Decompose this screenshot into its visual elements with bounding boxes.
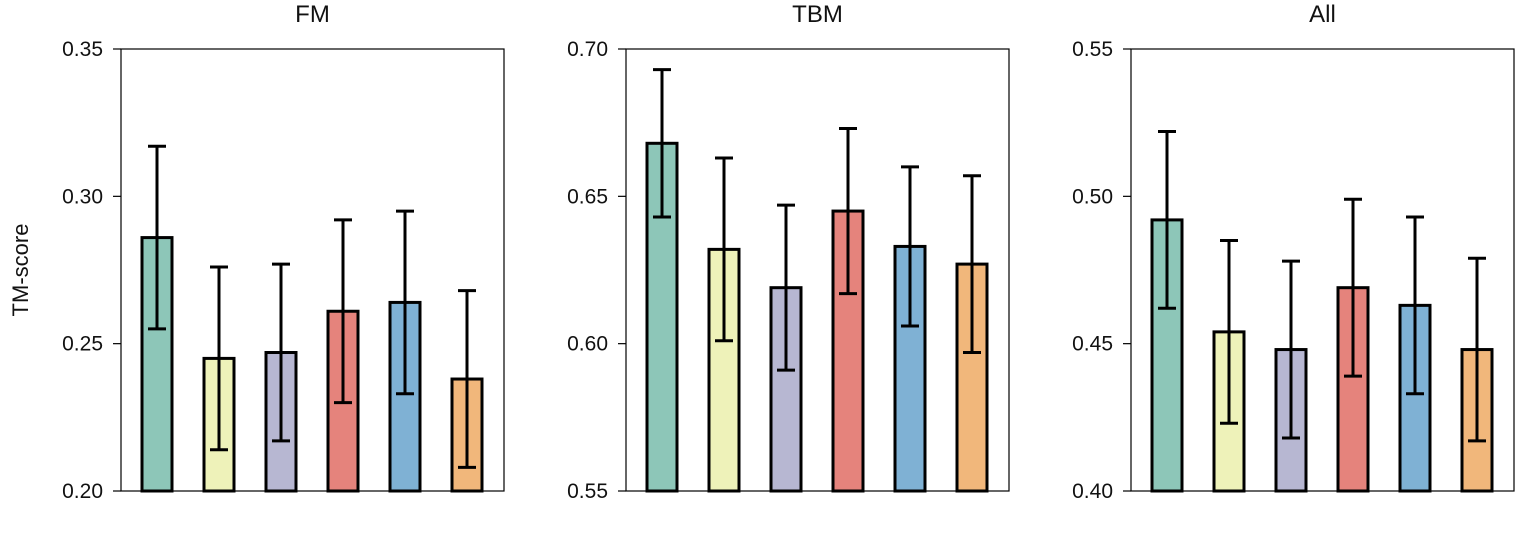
error-bar <box>1158 130 1176 310</box>
axes-frame <box>120 48 505 492</box>
error-bar <box>1468 256 1486 443</box>
axes-frame <box>1130 48 1515 492</box>
error-bar <box>1220 239 1238 425</box>
error-bar <box>777 203 795 372</box>
error-bar <box>901 165 919 328</box>
panel-title: TBM <box>792 1 843 28</box>
y-tick-label: 0.55 <box>567 480 608 503</box>
y-tick-label: 0.55 <box>1072 38 1113 61</box>
chart-panel-fm: FM 0.20 0.25 0.30 0.35 <box>62 1 505 503</box>
bar <box>1150 218 1184 493</box>
y-tick-label: 0.50 <box>1072 185 1113 208</box>
error-bar <box>963 174 981 355</box>
y-tick-label: 0.40 <box>1072 480 1113 503</box>
error-bar <box>839 127 857 296</box>
y-tick-label: 0.65 <box>567 185 608 208</box>
error-bar <box>334 218 352 405</box>
y-axis-label: TM-score <box>8 224 33 317</box>
y-tick-label: 0.30 <box>62 185 103 208</box>
y-tick-label: 0.35 <box>62 38 103 61</box>
y-tick-label: 0.60 <box>567 333 608 356</box>
error-bar <box>1344 197 1362 378</box>
error-bar <box>458 289 476 469</box>
y-tick-label: 0.70 <box>567 38 608 61</box>
axes-frame <box>625 48 1010 492</box>
y-tick-label: 0.25 <box>62 333 103 356</box>
error-bar <box>396 209 414 396</box>
error-bar <box>653 68 671 219</box>
error-bar <box>1406 215 1424 396</box>
error-bar <box>272 262 290 443</box>
y-tick-label: 0.20 <box>62 480 103 503</box>
error-bar <box>148 144 166 331</box>
y-tick-label: 0.45 <box>1072 333 1113 356</box>
panel-title: All <box>1309 1 1336 28</box>
error-bar <box>1282 259 1300 440</box>
panel-title: FM <box>295 1 330 28</box>
error-bar <box>210 265 228 452</box>
error-bar <box>715 156 733 343</box>
chart-panel-all: All 0.40 0.45 0.50 0.55 <box>1072 1 1515 503</box>
chart-panel-tbm: TBM 0.55 0.60 0.65 0.70 <box>567 1 1010 503</box>
